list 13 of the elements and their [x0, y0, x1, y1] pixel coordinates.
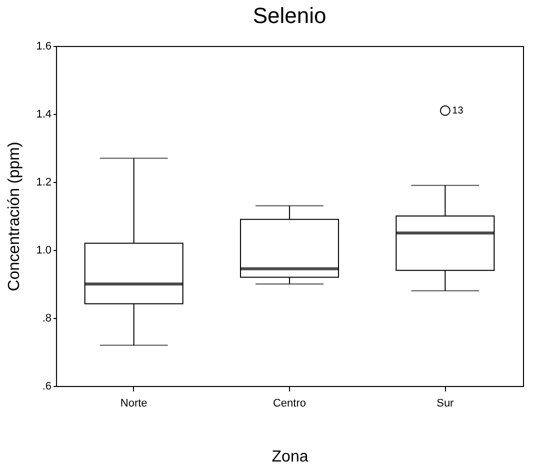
- y-tick-label: 1.0: [36, 244, 52, 256]
- annotation: 13: [452, 106, 464, 117]
- y-tick-label: 1.4: [36, 108, 52, 120]
- x-axis-title: Zona: [272, 448, 308, 466]
- y-tick-label: 1.6: [36, 40, 52, 52]
- y-tick-label: 1.2: [36, 176, 52, 188]
- chart-title: Selenio: [252, 3, 326, 28]
- y-tick-label: .6: [42, 380, 52, 392]
- y-tick-label: .8: [42, 312, 52, 324]
- x-tick-label: Norte: [120, 398, 148, 410]
- x-tick-label: Sur: [436, 398, 454, 410]
- x-tick-label: Centro: [272, 398, 306, 410]
- y-axis-title: Concentración (ppm): [6, 142, 24, 292]
